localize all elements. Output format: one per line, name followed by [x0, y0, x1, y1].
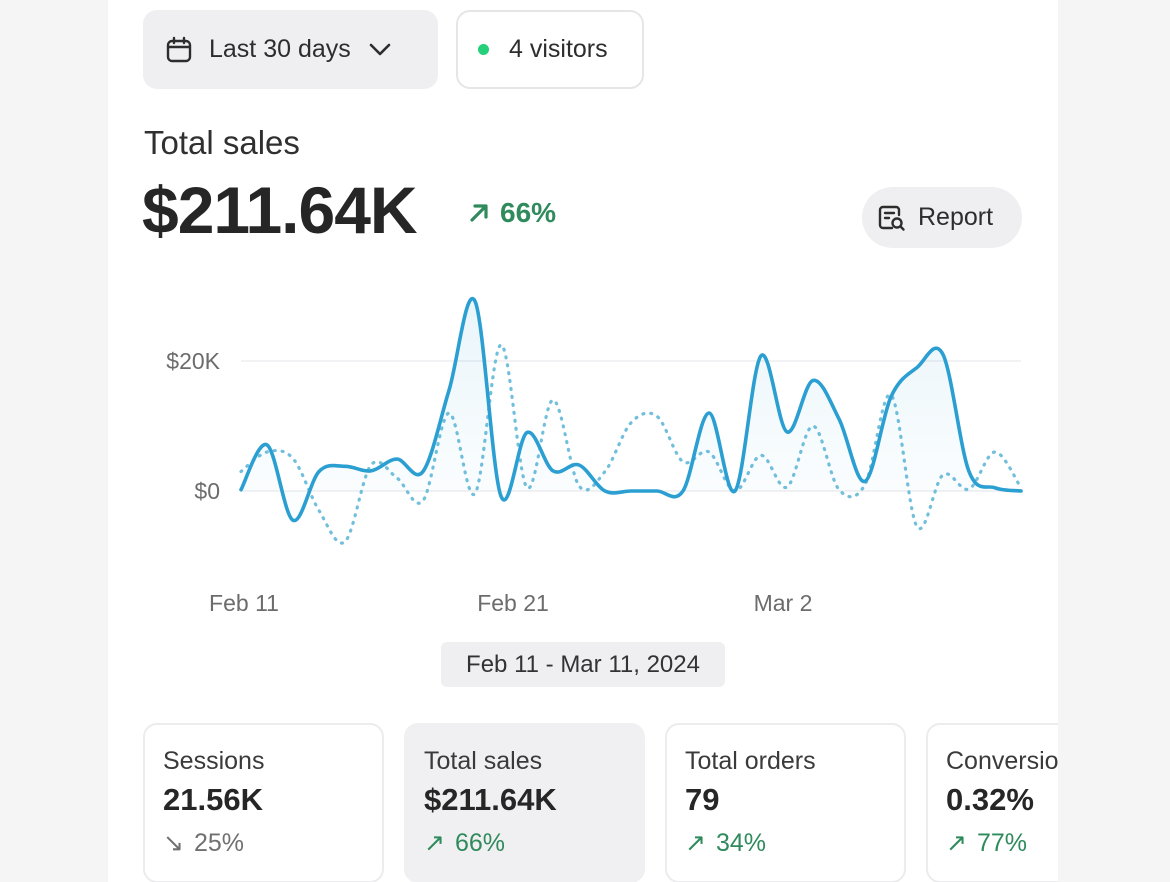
total-sales-trend-value: 66% — [500, 197, 557, 228]
metric-trend-value: 34% — [715, 828, 766, 857]
date-range-dropdown[interactable]: Last 30 days — [143, 10, 438, 89]
metric-trend: ↗ 66% — [424, 828, 643, 858]
metric-card[interactable]: Total orders 79 ↗ 34% — [665, 723, 906, 882]
chevron-down-icon — [369, 43, 391, 57]
y-tick-label: $0 — [194, 478, 220, 504]
y-tick-label: $20K — [166, 348, 220, 374]
sales-line-chart: $20K $0 Feb 11 Feb 21 Mar 2 — [166, 296, 1023, 616]
date-range-label: Last 30 days — [209, 35, 351, 63]
live-status-dot — [478, 44, 489, 55]
metric-trend-value: 25% — [193, 828, 244, 857]
calendar-icon — [165, 36, 193, 64]
arrow-up-right-icon: ↗ — [685, 829, 706, 857]
metric-trend-value: 66% — [454, 828, 505, 857]
analytics-panel: Last 30 days 4 visitors Total sales $211… — [108, 0, 1058, 882]
metric-trend: ↗ 77% — [946, 828, 1058, 858]
current-period-line — [239, 296, 1023, 523]
arrow-up-right-icon — [468, 202, 490, 224]
metric-card[interactable]: Total sales $211.64K ↗ 66% — [404, 723, 645, 882]
metric-label: Total sales — [424, 747, 543, 775]
arrow-up-right-icon: ↗ — [946, 829, 967, 857]
current-period-area — [241, 298, 1021, 521]
report-search-icon — [876, 203, 906, 233]
total-sales-value: $211.64K — [142, 173, 418, 247]
metric-value: $211.64K — [424, 782, 557, 817]
metric-card[interactable]: Sessions 21.56K ↘ 25% — [143, 723, 384, 882]
live-visitors-button[interactable]: 4 visitors — [456, 10, 644, 89]
total-sales-trend: 66% — [468, 197, 556, 229]
arrow-down-right-icon: ↘ — [163, 829, 184, 857]
metric-label: Conversion rate — [946, 747, 1058, 775]
visitors-label: 4 visitors — [509, 35, 608, 63]
x-tick-label: Feb 11 — [209, 590, 279, 616]
x-tick-label: Feb 21 — [477, 590, 549, 616]
report-label: Report — [918, 203, 994, 231]
metric-trend-value: 77% — [976, 828, 1027, 857]
total-sales-title: Total sales — [144, 124, 300, 161]
metric-trend: ↗ 34% — [685, 828, 904, 858]
metric-label: Sessions — [163, 747, 265, 775]
arrow-up-right-icon: ↗ — [424, 829, 445, 857]
report-button[interactable]: Report — [862, 187, 1022, 248]
metric-label: Total orders — [685, 747, 816, 775]
metric-value: 0.32% — [946, 782, 1034, 817]
metric-value: 21.56K — [163, 782, 263, 817]
x-tick-label: Mar 2 — [754, 590, 813, 616]
metric-value: 79 — [685, 782, 720, 817]
previous-period-line — [239, 343, 1023, 545]
metric-trend: ↘ 25% — [163, 828, 382, 858]
date-range-caption: Feb 11 - Mar 11, 2024 — [441, 642, 725, 687]
metric-card[interactable]: Conversion rate 0.32% ↗ 77% — [926, 723, 1058, 882]
